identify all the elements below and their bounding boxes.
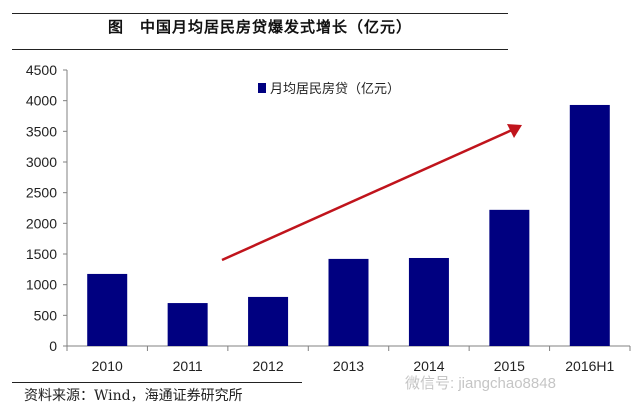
- trend-arrow-shaft: [221, 128, 513, 262]
- x-tick-label: 2010: [92, 358, 123, 374]
- x-tick-label: 2015: [494, 358, 525, 374]
- y-tick-label: 4000: [26, 93, 57, 109]
- y-tick-label: 2000: [26, 215, 57, 231]
- y-tick-label: 0: [49, 338, 57, 354]
- x-tick-label: 2016H1: [565, 358, 614, 374]
- x-tick-label: 2012: [252, 358, 283, 374]
- y-tick-label: 1500: [26, 246, 57, 262]
- y-tick-label: 3000: [26, 154, 57, 170]
- y-tick-label: 3500: [26, 123, 57, 139]
- title-top-rule: [12, 13, 508, 14]
- bar-2015: [489, 209, 530, 346]
- title-bottom-rule: [12, 49, 508, 50]
- source-rule: [12, 382, 302, 383]
- figure-title: 图 中国月均居民房贷爆发式增长（亿元）: [107, 18, 412, 36]
- legend-label: 月均居民房贷（亿元）: [270, 81, 400, 97]
- y-tick-label: 4500: [26, 62, 57, 78]
- x-tick-label: 2011: [173, 358, 203, 374]
- x-tick-label: 2013: [333, 358, 364, 374]
- trend-arrow-head-icon: [507, 124, 522, 138]
- bar-2014: [408, 257, 449, 346]
- watermark: 微信号: jiangchao8848: [405, 375, 556, 392]
- source-note: 资料来源：Wind，海通证券研究所: [24, 388, 243, 404]
- y-tick-label: 500: [34, 307, 58, 323]
- x-tick-label: 2014: [413, 358, 444, 374]
- y-tick-label: 2500: [26, 185, 57, 201]
- bar-2012: [248, 296, 289, 346]
- bar-2016H1: [569, 104, 610, 347]
- bar-2011: [167, 303, 208, 346]
- legend-swatch: [258, 83, 266, 93]
- bar-2013: [328, 258, 369, 346]
- bar-2010: [87, 273, 128, 346]
- y-tick-label: 1000: [26, 277, 57, 293]
